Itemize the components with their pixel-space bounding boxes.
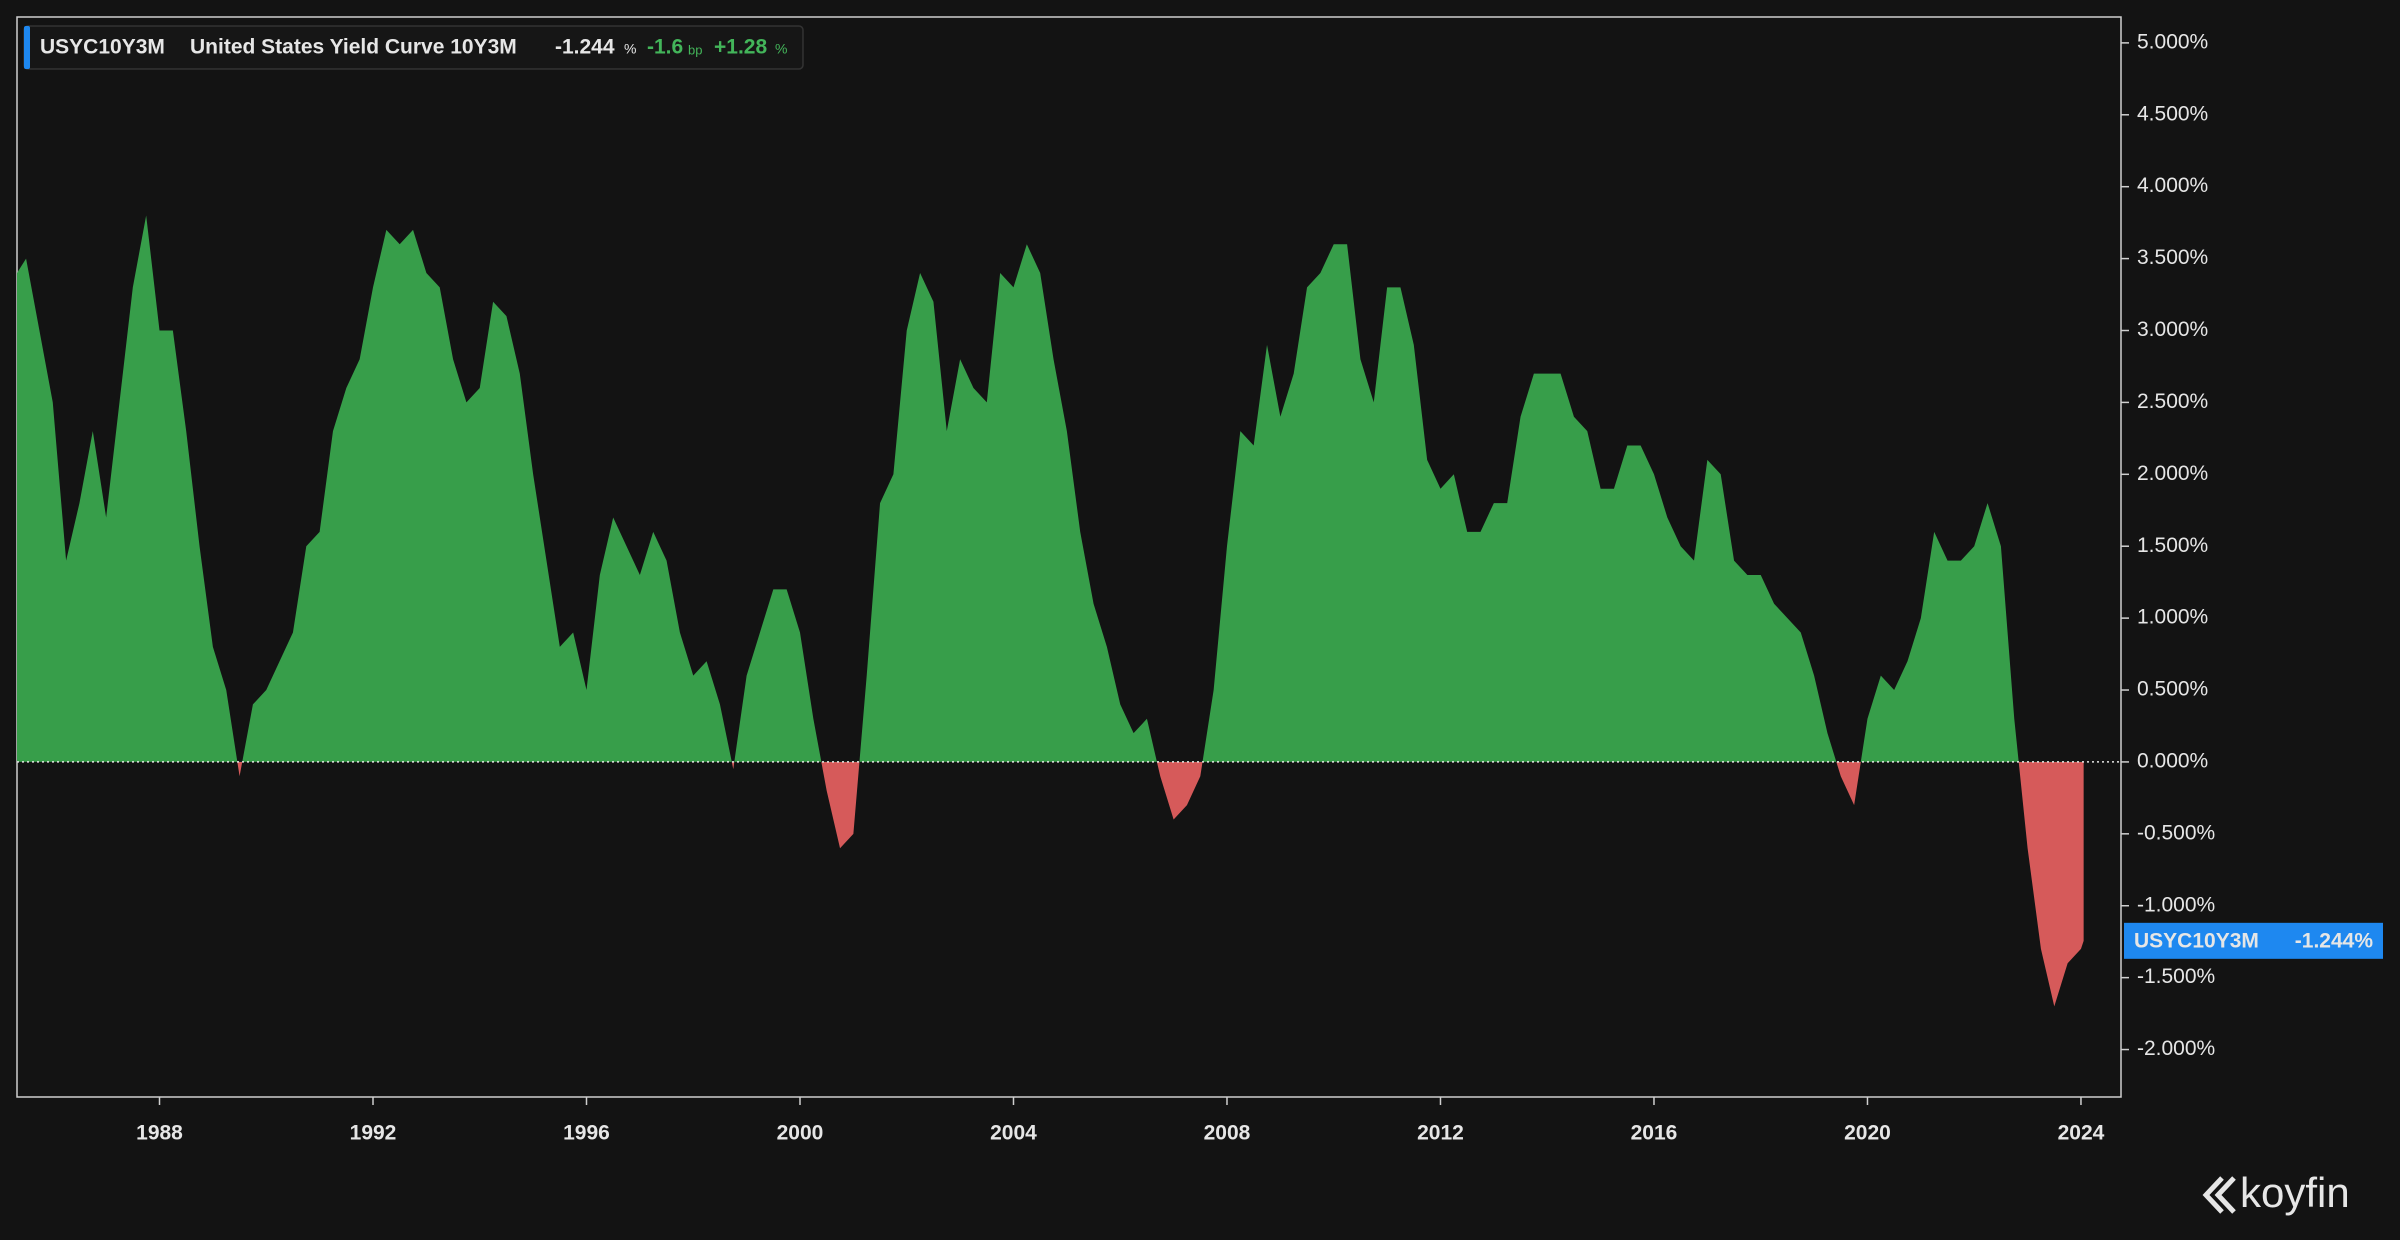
legend-symbol: USYC10Y3M (40, 36, 165, 59)
x-tick-label: 2016 (1631, 1122, 1678, 1145)
legend-title: United States Yield Curve 10Y3M (190, 36, 517, 59)
x-tick-label: 1988 (136, 1122, 183, 1145)
watermark: koyfin (2202, 1169, 2350, 1216)
y-tick-label: 0.000% (2137, 749, 2208, 772)
x-tick-label: 2000 (777, 1122, 824, 1145)
last-value-tag (2124, 922, 2383, 959)
y-tick-label: 1.000% (2137, 606, 2208, 629)
legend-last-unit: % (624, 41, 636, 57)
x-tick-label: 2004 (990, 1122, 1037, 1145)
last-value-label: -1.244% (2295, 929, 2374, 952)
last-value-symbol: USYC10Y3M (2134, 929, 2259, 952)
y-tick-label: 4.500% (2137, 102, 2208, 125)
y-tick-label: 3.000% (2137, 318, 2208, 341)
y-tick-label: 3.500% (2137, 246, 2208, 269)
legend-change-pct-unit: % (775, 41, 787, 57)
watermark-text: koyfin (2240, 1169, 2350, 1216)
y-tick-label: 2.500% (2137, 390, 2208, 413)
x-tick-label: 2012 (1417, 1122, 1464, 1145)
legend-change: -1.6 (647, 36, 683, 59)
y-tick-label: 2.000% (2137, 462, 2208, 485)
x-tick-label: 2020 (1844, 1122, 1891, 1145)
y-tick-label: 1.500% (2137, 534, 2208, 557)
x-tick-label: 2024 (2058, 1122, 2105, 1145)
legend-change-unit: bp (688, 42, 702, 57)
y-tick-label: -1.000% (2137, 893, 2215, 916)
y-tick-label: -0.500% (2137, 821, 2215, 844)
y-tick-label: -1.500% (2137, 965, 2215, 988)
y-tick-label: 0.500% (2137, 678, 2208, 701)
logo-icon (2202, 1176, 2236, 1214)
x-tick-label: 1996 (563, 1122, 610, 1145)
legend-header: USYC10Y3M United States Yield Curve 10Y3… (23, 25, 804, 70)
legend-swatch (24, 26, 30, 69)
x-tick-label: 2008 (1204, 1122, 1251, 1145)
x-tick-label: 1992 (350, 1122, 397, 1145)
area (17, 215, 2084, 1007)
y-tick-label: 5.000% (2137, 30, 2208, 53)
y-tick-label: -2.000% (2137, 1037, 2215, 1060)
legend-change-pct: +1.28 (714, 36, 767, 59)
y-tick-label: 4.000% (2137, 174, 2208, 197)
legend-last: -1.244 (555, 36, 615, 59)
